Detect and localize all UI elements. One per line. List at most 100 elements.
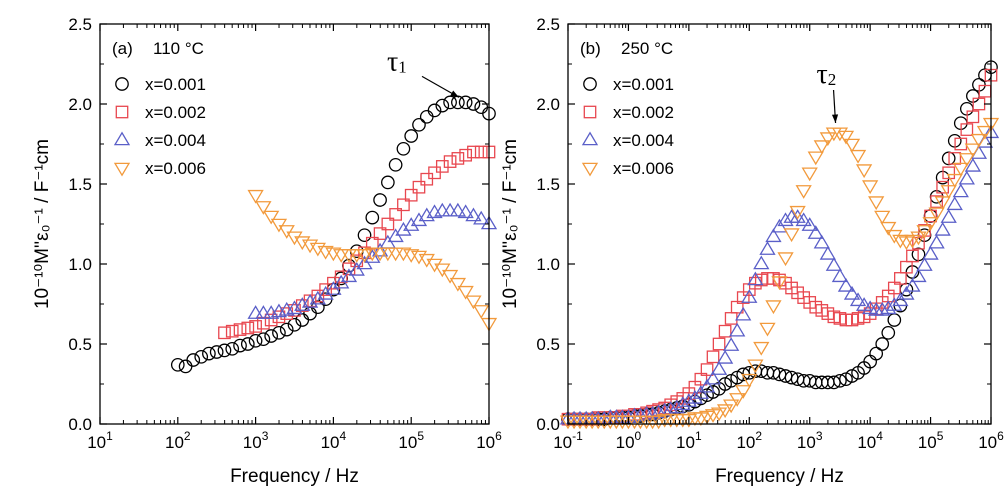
x-tick-base: 10: [321, 433, 340, 452]
data-point: [960, 123, 974, 136]
data-point: [837, 277, 855, 292]
data-point: [952, 162, 969, 177]
data-point: [435, 160, 449, 173]
data-point: [849, 292, 867, 307]
data-point: [940, 185, 957, 199]
legend-label: x=0.004: [145, 131, 206, 150]
data-point: [412, 180, 426, 194]
data-point: [458, 95, 473, 110]
x-tick-base: 10: [398, 433, 417, 452]
x-tick-base: 10: [476, 433, 495, 452]
data-point: [777, 212, 794, 227]
panel-label: (a): [112, 39, 133, 58]
data-point: [233, 323, 247, 336]
data-point: [855, 297, 873, 311]
data-point: [457, 204, 474, 219]
data-point: [934, 196, 951, 211]
data-point: [371, 242, 389, 257]
data-point: [712, 337, 726, 351]
data-point: [279, 322, 294, 337]
x-tick-exponent: 0: [635, 429, 642, 443]
data-point: [202, 346, 216, 361]
data-point: [958, 170, 975, 185]
legend-marker: [115, 105, 129, 119]
data-point: [410, 212, 428, 227]
y-tick-label: 1.5: [536, 175, 560, 194]
x-tick-label: 10-1: [553, 429, 583, 452]
data-point: [843, 138, 861, 153]
y-axis-title: 10⁻¹⁰M''ε₀⁻¹ / F⁻¹cm: [500, 139, 521, 309]
data-point: [789, 209, 806, 223]
x-tick-exponent: 3: [262, 429, 269, 443]
panel-a: 101 102 103 104 105 1060.00.51.01.52.02.5Freq…: [32, 15, 502, 487]
data-point: [970, 133, 988, 148]
data-point: [419, 109, 434, 124]
data-point: [735, 306, 752, 321]
x-axis-title: Frequency / Hz: [230, 466, 359, 487]
data-point: [849, 149, 867, 164]
tau-symbol: τ: [387, 46, 398, 77]
y-tick-label: 2.0: [68, 95, 92, 114]
data-point: [735, 385, 752, 399]
data-point: [724, 312, 738, 325]
data-point: [317, 285, 334, 300]
data-point: [831, 268, 849, 283]
data-point: [698, 378, 716, 393]
data-point: [309, 290, 326, 305]
data-point: [904, 234, 921, 249]
data-point: [729, 322, 746, 337]
data-point: [837, 130, 855, 145]
legend: x=0.001 x=0.002 x=0.004 x=0.006: [581, 75, 674, 178]
data-point: [946, 196, 963, 211]
legend-label: x=0.002: [145, 103, 206, 122]
series-x=0.004: [247, 202, 498, 319]
x-tick-exponent: 4: [876, 429, 883, 443]
data-point: [928, 234, 945, 249]
data-point: [706, 350, 720, 364]
data-point: [373, 193, 387, 207]
x-tick-exponent: 2: [184, 429, 191, 443]
x-tick-exponent: 1: [106, 429, 113, 443]
x-tick-label: 106: [476, 429, 502, 452]
data-point: [474, 100, 489, 115]
data-point: [357, 228, 372, 243]
data-point: [813, 140, 830, 155]
data-point: [825, 257, 843, 271]
x-tick-label: 106: [978, 429, 1004, 452]
x-tick-exponent: 4: [340, 429, 347, 443]
data-point: [342, 262, 356, 276]
data-point: [686, 389, 704, 404]
data-point: [465, 207, 482, 222]
data-points: [559, 60, 1000, 430]
x-tick-base: 10: [857, 433, 876, 452]
tau-label: τ2: [817, 59, 837, 90]
data-point: [910, 268, 927, 283]
data-point: [831, 127, 849, 142]
data-point: [449, 202, 467, 217]
x-tick-exponent: 6: [997, 429, 1004, 443]
data-point: [916, 225, 933, 239]
data-point: [209, 345, 224, 359]
data-point: [916, 257, 933, 271]
x-tick-base: 10: [165, 433, 184, 452]
data-point: [819, 245, 836, 260]
series-x=0.001: [170, 95, 496, 374]
data-point: [319, 283, 332, 296]
tau-symbol: τ: [817, 59, 828, 90]
data-point: [365, 210, 380, 225]
data-point: [255, 305, 272, 319]
data-point: [247, 305, 264, 319]
data-point: [379, 247, 396, 262]
x-tick-exponent: 3: [816, 429, 823, 443]
x-tick-exponent: 5: [937, 429, 944, 443]
data-point: [819, 132, 836, 147]
data-point: [194, 349, 209, 364]
data-point: [426, 258, 443, 273]
y-tick-label: 1.0: [68, 255, 92, 274]
panel-label: (b): [580, 39, 601, 58]
data-point: [256, 332, 271, 347]
x-tick-base: 10: [243, 433, 262, 452]
x-tick-label: 103: [243, 429, 269, 452]
data-point: [286, 300, 303, 315]
data-point: [946, 173, 963, 188]
